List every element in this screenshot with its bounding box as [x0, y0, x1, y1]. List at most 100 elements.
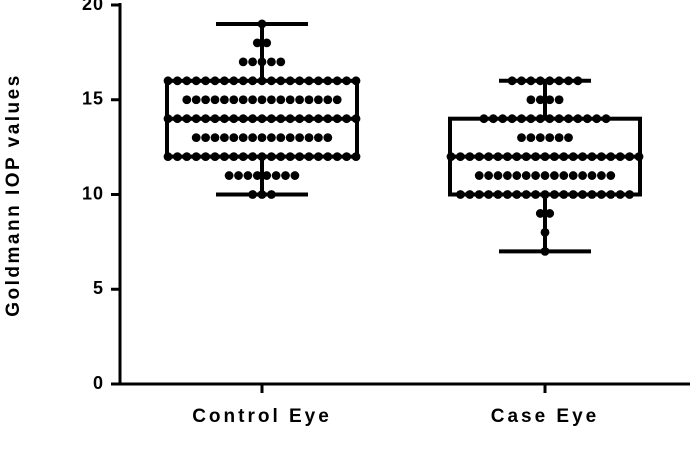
data-point	[564, 76, 573, 86]
data-point	[503, 171, 512, 180]
data-point	[267, 190, 276, 199]
data-point	[554, 76, 564, 86]
data-point	[238, 114, 248, 124]
data-point	[634, 152, 644, 162]
data-point	[550, 152, 559, 162]
data-point	[182, 76, 192, 86]
data-point	[257, 190, 267, 199]
data-point	[163, 76, 173, 86]
data-point	[201, 152, 211, 162]
data-point	[201, 76, 211, 86]
data-point	[587, 171, 597, 180]
data-point	[173, 152, 182, 162]
data-point	[314, 76, 323, 86]
data-point	[267, 114, 276, 124]
data-point	[526, 133, 536, 143]
data-point	[229, 95, 239, 105]
y-tick-label: 5	[93, 278, 104, 298]
data-point	[182, 95, 192, 105]
data-point	[248, 114, 257, 124]
data-point	[238, 95, 248, 105]
data-point	[238, 152, 248, 162]
data-point	[257, 76, 267, 86]
data-point	[559, 152, 569, 162]
data-point	[220, 133, 229, 143]
data-point	[568, 152, 578, 162]
data-point	[545, 209, 555, 218]
data-point	[535, 114, 545, 124]
data-point	[252, 171, 262, 180]
data-point	[550, 171, 559, 180]
data-point	[248, 76, 257, 86]
data-point	[295, 114, 304, 124]
data-point	[191, 152, 201, 162]
data-point	[531, 152, 540, 162]
data-point	[342, 76, 351, 86]
data-point	[540, 228, 550, 237]
data-point	[564, 133, 573, 143]
x-tick-label: Control Eye	[192, 406, 332, 427]
data-point	[578, 152, 587, 162]
data-point	[163, 152, 173, 162]
data-point	[252, 38, 262, 48]
data-point	[304, 76, 314, 86]
data-point	[285, 76, 295, 86]
data-point	[517, 133, 526, 143]
data-point	[285, 114, 295, 124]
data-point	[507, 76, 517, 86]
data-point	[573, 114, 583, 124]
data-point	[351, 152, 361, 162]
data-point	[210, 95, 220, 105]
data-point	[559, 171, 569, 180]
data-point	[521, 171, 531, 180]
data-point	[493, 152, 503, 162]
data-point	[535, 95, 545, 105]
data-point	[248, 133, 257, 143]
data-point	[201, 133, 211, 143]
data-point	[304, 114, 314, 124]
data-point	[229, 152, 239, 162]
data-point	[498, 114, 508, 124]
data-point	[257, 133, 267, 143]
y-tick-label: 10	[82, 183, 104, 203]
data-point	[229, 114, 239, 124]
data-point	[285, 133, 295, 143]
data-point	[564, 114, 573, 124]
data-point	[304, 133, 314, 143]
data-point	[484, 152, 493, 162]
data-point	[625, 152, 634, 162]
data-point	[606, 190, 616, 199]
data-point	[210, 152, 220, 162]
data-point	[554, 133, 564, 143]
data-point	[474, 152, 484, 162]
y-tick-label: 0	[93, 373, 104, 393]
data-point	[332, 76, 342, 86]
data-point	[314, 133, 323, 143]
data-point	[456, 152, 465, 162]
data-point	[578, 171, 587, 180]
data-point	[503, 190, 512, 199]
data-point	[540, 152, 550, 162]
data-point	[535, 209, 545, 218]
data-point	[484, 190, 493, 199]
data-point	[545, 95, 555, 105]
data-point	[517, 76, 526, 86]
data-point	[526, 114, 536, 124]
data-point	[201, 95, 211, 105]
data-point	[238, 76, 248, 86]
data-point	[248, 152, 257, 162]
data-point	[540, 190, 550, 199]
data-point	[182, 114, 192, 124]
data-point	[512, 171, 522, 180]
x-tick-label: Case Eye	[491, 406, 600, 427]
data-point	[304, 95, 314, 105]
data-point	[587, 190, 597, 199]
data-point	[323, 114, 333, 124]
data-point	[597, 190, 606, 199]
data-point	[474, 171, 484, 180]
data-point	[182, 152, 192, 162]
data-point	[615, 152, 625, 162]
data-point	[351, 114, 361, 124]
